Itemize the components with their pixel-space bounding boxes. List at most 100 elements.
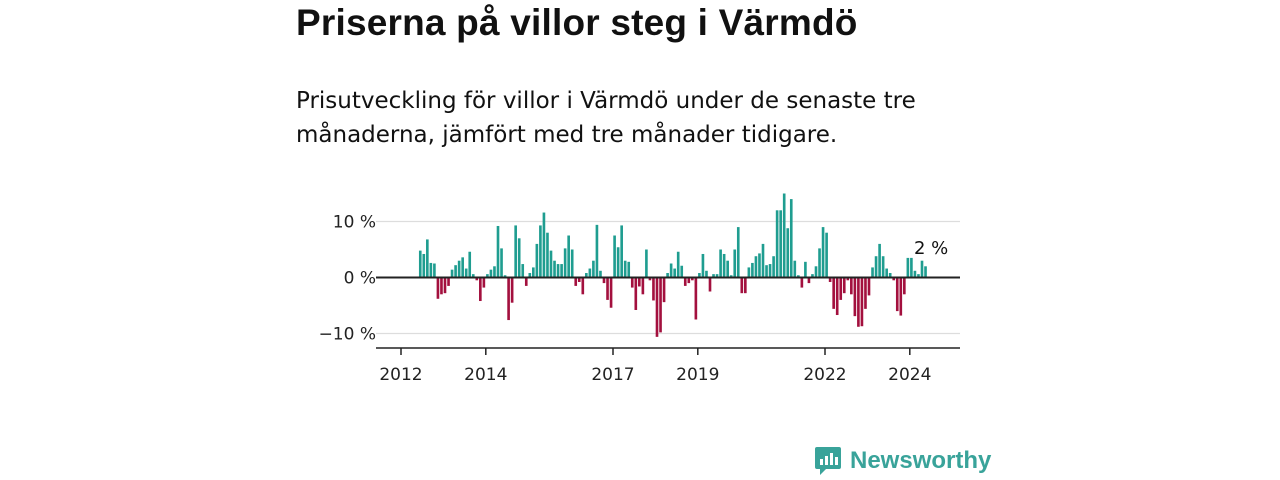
bar [906,257,910,278]
bar [888,273,892,278]
bar [486,274,489,278]
bar [871,267,874,278]
bar [899,277,903,316]
bar [581,277,585,295]
bar [556,264,560,278]
bar [599,270,602,278]
bar [744,277,747,294]
bar [609,277,613,308]
bar [560,264,563,278]
bar [765,265,768,278]
bar [698,273,701,278]
bar [751,262,754,278]
brand: Newsworthy [814,445,991,477]
bar [429,262,433,278]
bar [648,277,652,281]
bar [563,248,567,278]
bar [917,274,920,278]
bar [457,260,461,278]
bar [835,277,839,316]
bar [641,277,645,295]
bar [620,225,623,278]
bar [574,277,578,286]
bar [662,277,666,303]
bar [595,224,599,278]
bar [436,277,440,299]
bar [740,277,744,294]
bar [440,277,443,295]
bar [804,261,807,278]
bar [701,253,705,278]
bar [553,260,556,278]
bar [694,277,698,320]
chart-title: Priserna på villor steg i Värmdö [296,2,858,43]
bar [878,243,881,278]
last-value-label: 2 % [914,238,948,259]
bar [669,263,673,278]
bar [443,277,447,294]
bar [489,269,493,278]
bar [535,243,539,278]
bar [577,277,581,282]
bar [892,277,896,281]
bar [673,268,676,278]
bar [475,277,479,281]
bar [850,277,853,295]
bar [903,277,906,295]
bar [719,249,722,278]
bar [645,249,648,278]
bar [433,263,436,278]
y-tick-label: 0 % [344,269,376,289]
bar [818,248,821,278]
bar [729,275,733,278]
bar [482,277,486,288]
bar [426,239,429,278]
bar [539,225,542,278]
bar [924,266,927,278]
bars [418,193,927,337]
bar [588,268,592,278]
bar [846,277,850,281]
bar [853,277,857,317]
x-tick-label: 2014 [464,365,507,385]
bar [789,199,793,278]
bar [885,268,888,278]
bar [521,264,525,278]
bar [736,227,740,278]
bar [825,232,828,278]
bar [747,267,751,278]
bar [920,260,924,278]
bar [782,193,786,278]
bar [510,277,514,303]
gridlines [376,220,960,335]
bar [828,277,832,282]
bar [779,210,782,278]
bar [814,266,818,278]
bar [797,275,800,278]
brand-name: Newsworthy [850,447,992,474]
bar [468,251,472,278]
bar [524,277,528,286]
bar [418,250,422,278]
bar [616,247,620,278]
bar [761,243,765,278]
bar [722,253,726,278]
bar [842,277,846,294]
bar [514,225,517,278]
bar [811,274,814,278]
bar [775,210,779,278]
bar [807,277,811,284]
bar [793,260,797,278]
bar [768,264,772,278]
bar [461,257,464,278]
bar [705,270,708,278]
bar [546,232,549,278]
x-axis-ticks: 2012 2014 2017 2019 2022 2024 [379,348,931,385]
bar [659,277,662,333]
bar [602,277,606,284]
y-tick-label: −10 % [319,325,376,345]
bar [549,250,553,278]
bar [687,277,691,284]
bar [860,277,864,327]
bar [839,277,843,300]
